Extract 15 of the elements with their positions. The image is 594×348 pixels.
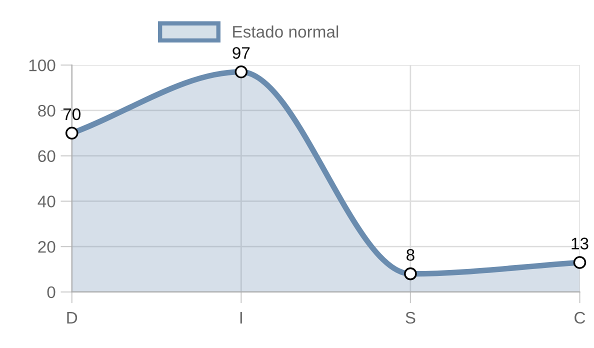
x-tick-label: C xyxy=(574,312,586,324)
data-label: 8 xyxy=(406,249,414,261)
x-tick-label: D xyxy=(67,312,78,324)
data-label: 97 xyxy=(232,47,250,59)
y-tick-label: 20 xyxy=(38,240,56,253)
y-tick-label: 0 xyxy=(47,286,56,298)
y-tick-label: 40 xyxy=(38,196,56,208)
data-label: 13 xyxy=(572,238,588,250)
data-label: 70 xyxy=(63,108,80,120)
x-tick-label: S xyxy=(406,312,416,324)
y-tick-label: 100 xyxy=(29,59,56,72)
y-tick-label: 80 xyxy=(38,104,56,117)
y-tick-label: 60 xyxy=(38,150,56,162)
legend-label: Estado normal xyxy=(233,25,338,38)
x-tick-label: I xyxy=(240,312,242,324)
